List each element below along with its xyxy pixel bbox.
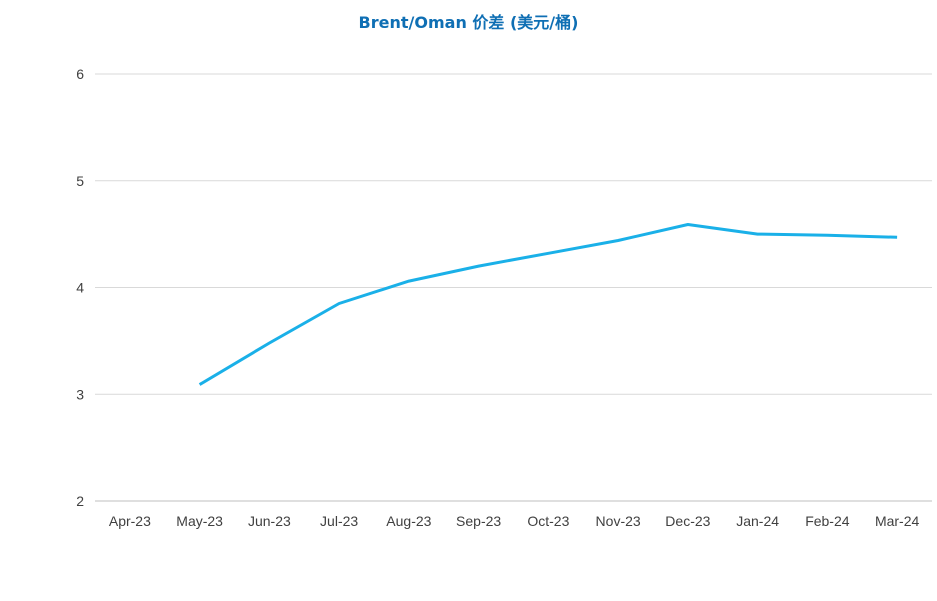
x-tick-label: Sep-23 xyxy=(456,513,501,529)
y-tick-label: 3 xyxy=(76,386,84,402)
chart-title: Brent/Oman 价差 (美元/桶) xyxy=(358,13,579,32)
y-tick-label: 6 xyxy=(76,66,84,82)
x-tick-label: Oct-23 xyxy=(527,513,569,529)
x-tick-label: Aug-23 xyxy=(386,513,431,529)
x-tick-label: Mar-24 xyxy=(875,513,920,529)
x-tick-label: Feb-24 xyxy=(805,513,850,529)
x-axis-tick-labels: Apr-23 May-23 Jun-23 Jul-23 Aug-23 Sep-23 Oct-… xyxy=(109,513,920,529)
x-tick-label: Dec-23 xyxy=(665,513,710,529)
series-layer xyxy=(198,223,898,386)
series-line xyxy=(198,223,898,386)
y-axis-tick-labels: 2 3 4 5 6 xyxy=(76,66,84,509)
x-tick-label: Jan-24 xyxy=(736,513,779,529)
x-tick-label: Jul-23 xyxy=(320,513,358,529)
x-tick-label: Jun-23 xyxy=(248,513,291,529)
x-tick-label: Nov-23 xyxy=(596,513,641,529)
x-tick-label: May-23 xyxy=(176,513,223,529)
x-tick-label: Apr-23 xyxy=(109,513,151,529)
gridlines xyxy=(95,73,932,395)
y-tick-label: 2 xyxy=(76,493,84,509)
y-tick-label: 4 xyxy=(76,280,84,296)
y-tick-label: 5 xyxy=(76,173,84,189)
